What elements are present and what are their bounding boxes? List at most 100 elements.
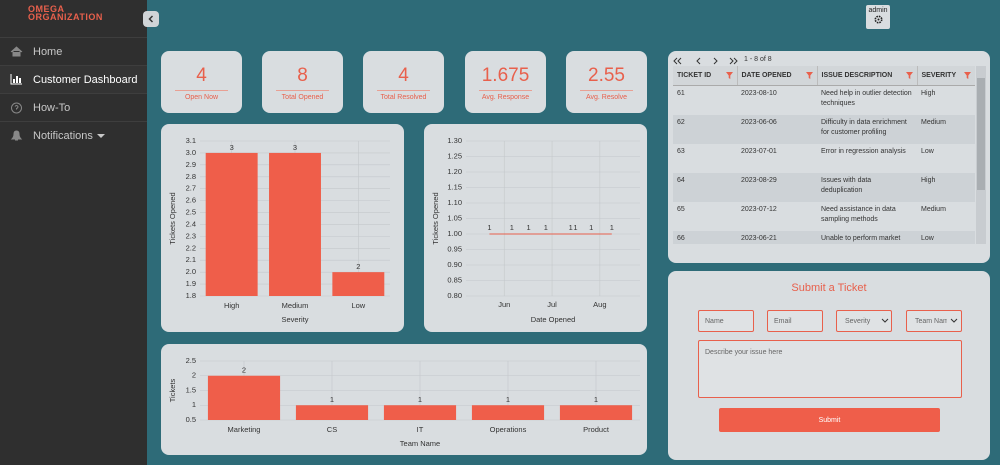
scrollbar[interactable] <box>976 66 986 244</box>
table-scroll: TICKET ID DATE OPENED ISSUE DESCRIPTION SEV… <box>673 66 975 244</box>
y-tick-label: 0.95 <box>447 244 462 253</box>
table-cell: 62 <box>673 115 737 144</box>
column-header[interactable]: TICKET ID <box>673 66 738 86</box>
team-select[interactable]: Team Name <box>906 310 962 332</box>
severity-select[interactable]: Severity <box>836 310 892 332</box>
x-tick-label: Low <box>351 301 365 310</box>
column-header[interactable]: SEVERITY <box>917 66 975 86</box>
header-text: ISSUE DESCRIPTION <box>821 72 893 79</box>
table: TICKET ID DATE OPENED ISSUE DESCRIPTION SEV… <box>673 66 975 244</box>
sidebar: OMEGA ORGANIZATION Home Customer Dashboa… <box>0 0 147 465</box>
y-tick-label: 1.5 <box>186 385 196 394</box>
submit-button[interactable]: Submit <box>719 408 940 432</box>
table-cell: 2023-07-01 <box>741 148 777 155</box>
email-input[interactable]: Email <box>767 310 823 332</box>
user-menu[interactable]: admin <box>866 5 890 29</box>
filter-icon[interactable] <box>963 72 971 79</box>
nav-item[interactable]: Home <box>0 37 147 65</box>
description-input[interactable]: Describe your issue here <box>698 340 962 398</box>
table-cell: High <box>917 173 975 202</box>
table-cell: 64 <box>673 173 737 202</box>
x-tick-label: CS <box>327 425 337 434</box>
y-tick-label: 1.15 <box>447 182 462 191</box>
y-tick-label: 1.10 <box>447 198 462 207</box>
bar <box>269 152 321 296</box>
gear-icon <box>873 15 883 24</box>
table-cell: 2023-08-29 <box>737 173 817 202</box>
data-label: 1 <box>589 223 593 232</box>
chart: 1.8 1.9 2.0 2.1 2.2 2.3 2.4 2.5 2.6 2.7 2.8 2.9 3.0 3… <box>168 136 390 324</box>
y-tick-label: 1.9 <box>186 279 196 288</box>
y-tick-label: 2.7 <box>186 184 196 193</box>
y-tick-label: 2.3 <box>186 231 196 240</box>
column-header[interactable]: DATE OPENED <box>737 66 818 86</box>
data-label: 1 <box>610 223 614 232</box>
kpi-rule <box>479 90 532 91</box>
x-axis-title: Severity <box>281 315 308 324</box>
kpi-rule <box>276 90 329 91</box>
kpi-label: Avg. Resolve <box>585 94 628 101</box>
y-tick-label: 2.2 <box>186 243 196 252</box>
y-tick-label: 2.6 <box>186 196 196 205</box>
nav-item[interactable]: Notifications <box>0 121 147 149</box>
table-cell: 66 <box>673 231 737 244</box>
home-icon <box>10 46 23 57</box>
filter-icon[interactable] <box>905 72 913 79</box>
table-cell: Low <box>921 148 934 155</box>
chart-card: 0.5 1 1.5 2 2.5 Team Name Tickets 2 Marketing 1 CS… <box>161 344 647 455</box>
table-row: 63 2023-07-01 Error in regression analysis… <box>673 144 975 173</box>
logo-line: OMEGA <box>28 4 65 14</box>
data-label: 3 <box>230 143 234 152</box>
data-label: 2 <box>242 366 246 375</box>
table-card: 1 - 8 of 8 TICKET ID DATE OPENED ISSUE DES… <box>668 51 990 263</box>
table-cell: 2023-06-06 <box>737 115 817 144</box>
x-axis-title: Date Opened <box>531 315 576 324</box>
kpi-value: 2.55 <box>588 65 625 86</box>
name-input[interactable]: Name <box>698 310 754 332</box>
filter-icon[interactable] <box>725 72 733 79</box>
header-cell: DATE OPENED <box>742 72 813 79</box>
filter-icon[interactable] <box>805 72 813 79</box>
bar <box>207 375 281 420</box>
table-cell: Low <box>917 231 975 244</box>
y-tick-label: 0.85 <box>447 275 462 284</box>
y-tick-label: 2.1 <box>186 255 196 264</box>
column-header[interactable]: ISSUE DESCRIPTION <box>817 66 918 86</box>
y-tick-label: 0.90 <box>447 260 462 269</box>
y-tick-label: 1.8 <box>186 291 196 300</box>
x-tick-label: Product <box>583 425 610 434</box>
kpi-card: 1.675 Avg. Response <box>465 51 546 113</box>
data-label: 1 <box>330 395 334 404</box>
x-tick-label: High <box>224 301 239 310</box>
y-tick-label: 2.8 <box>186 172 196 181</box>
collapse-button[interactable] <box>143 11 159 27</box>
y-tick-label: 2 <box>192 371 196 380</box>
table-cell: Medium <box>917 115 975 144</box>
kpi-value: 4 <box>196 65 207 86</box>
table-row: 65 2023-07-12 Need assistance in data samp… <box>673 202 975 231</box>
user-name: admin <box>868 7 888 14</box>
table-cell: 63 <box>677 148 685 155</box>
data-label: 1 <box>527 223 531 232</box>
nav-label: How-To <box>33 101 71 114</box>
scroll-thumb[interactable] <box>977 78 985 190</box>
kpi-card: 8 Total Opened <box>262 51 343 113</box>
pager-buttons[interactable] <box>672 56 744 66</box>
nav-item[interactable]: How-To <box>0 93 147 121</box>
x-tick-label: IT <box>417 425 424 434</box>
y-tick-label: 1.25 <box>447 151 462 160</box>
nav-item[interactable]: Customer Dashboard <box>0 65 147 93</box>
data-label: 3 <box>293 143 297 152</box>
form-title: Submit a Ticket <box>791 282 867 294</box>
kpi-label: Total Resolved <box>380 94 427 101</box>
x-tick-label: Jun <box>498 300 510 309</box>
y-tick-label: 2.4 <box>186 219 196 228</box>
data-label: 1 <box>510 223 514 232</box>
y-axis-title: Tickets Opened <box>431 192 440 244</box>
bar <box>295 405 369 420</box>
table-cell: 65 <box>677 206 685 213</box>
caret-icon <box>950 318 958 323</box>
data-label: 1 <box>418 395 422 404</box>
